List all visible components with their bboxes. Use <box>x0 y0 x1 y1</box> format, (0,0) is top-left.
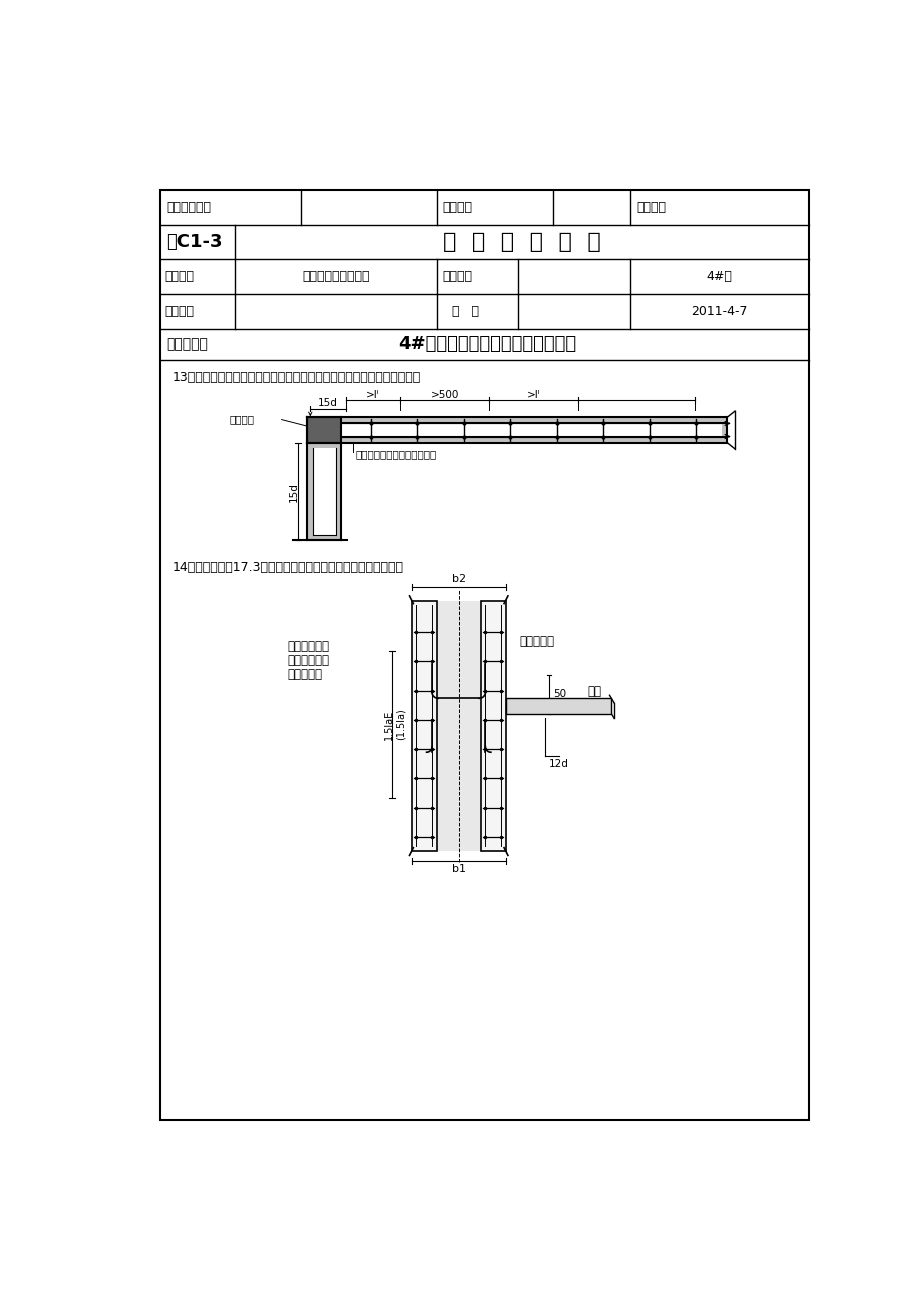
Bar <box>412 600 437 850</box>
Text: (1.5la): (1.5la) <box>395 708 405 741</box>
Bar <box>312 448 335 535</box>
Text: 交底部位: 交底部位 <box>442 271 472 284</box>
Text: 14、当标高达到17.3时，墙体截面尺寸发生变化，按下图施工：: 14、当标高达到17.3时，墙体截面尺寸发生变化，按下图施工： <box>172 561 403 574</box>
Text: 2011-4-7: 2011-4-7 <box>690 305 747 318</box>
Text: b1: b1 <box>451 865 465 874</box>
Text: 交底内容：: 交底内容： <box>166 337 208 352</box>
Text: 外墙外侧不变: 外墙外侧不变 <box>287 641 329 654</box>
Text: 12d: 12d <box>549 759 568 768</box>
Text: 时，地面以下: 时，地面以下 <box>287 654 329 667</box>
Text: 墙柱范围: 墙柱范围 <box>230 414 255 424</box>
Bar <box>437 600 481 850</box>
Text: 技术负责人：: 技术负责人： <box>166 201 211 214</box>
Text: 楼板: 楼板 <box>587 685 601 698</box>
Bar <box>481 600 505 850</box>
Text: b2: b2 <box>451 574 465 585</box>
Bar <box>505 698 610 713</box>
Text: 工程编号: 工程编号 <box>165 305 195 318</box>
Text: 4#楼剪力墙、梁钢筋工程技术交底: 4#楼剪力墙、梁钢筋工程技术交底 <box>398 335 575 353</box>
Bar <box>307 417 341 443</box>
Text: 海洋新城西岭安置区: 海洋新城西岭安置区 <box>301 271 369 284</box>
Text: 15d: 15d <box>318 398 337 409</box>
Text: 15d: 15d <box>289 482 299 501</box>
Bar <box>307 417 726 443</box>
Bar <box>312 423 721 437</box>
Text: >500: >500 <box>430 389 459 400</box>
Text: 上下相邻两排水平筋交错搭接: 上下相邻两排水平筋交错搭接 <box>355 449 436 460</box>
Text: 1.5laE: 1.5laE <box>384 710 394 740</box>
Text: 接交人：: 接交人： <box>636 201 666 214</box>
Text: 50: 50 <box>552 690 565 699</box>
Text: 表C1-3: 表C1-3 <box>166 233 222 251</box>
Text: 13、墙体转角处剪力墙外侧水平筋须连续通过转角处，构造要求如下图：: 13、墙体转角处剪力墙外侧水平筋须连续通过转角处，构造要求如下图： <box>172 371 420 384</box>
Text: 交底人：: 交底人： <box>442 201 472 214</box>
Text: 4#楼: 4#楼 <box>706 271 732 284</box>
Text: 保护层加厚: 保护层加厚 <box>287 668 322 681</box>
Text: 日   期: 日 期 <box>451 305 479 318</box>
Text: 技  术  交  底  记  录: 技 术 交 底 记 录 <box>443 232 600 253</box>
Bar <box>307 443 341 540</box>
Text: >lᴵ: >lᴵ <box>366 389 380 400</box>
Text: 墙柱或墙身: 墙柱或墙身 <box>519 635 554 648</box>
Text: >lᴵ: >lᴵ <box>527 389 540 400</box>
Text: 工程名称: 工程名称 <box>165 271 195 284</box>
